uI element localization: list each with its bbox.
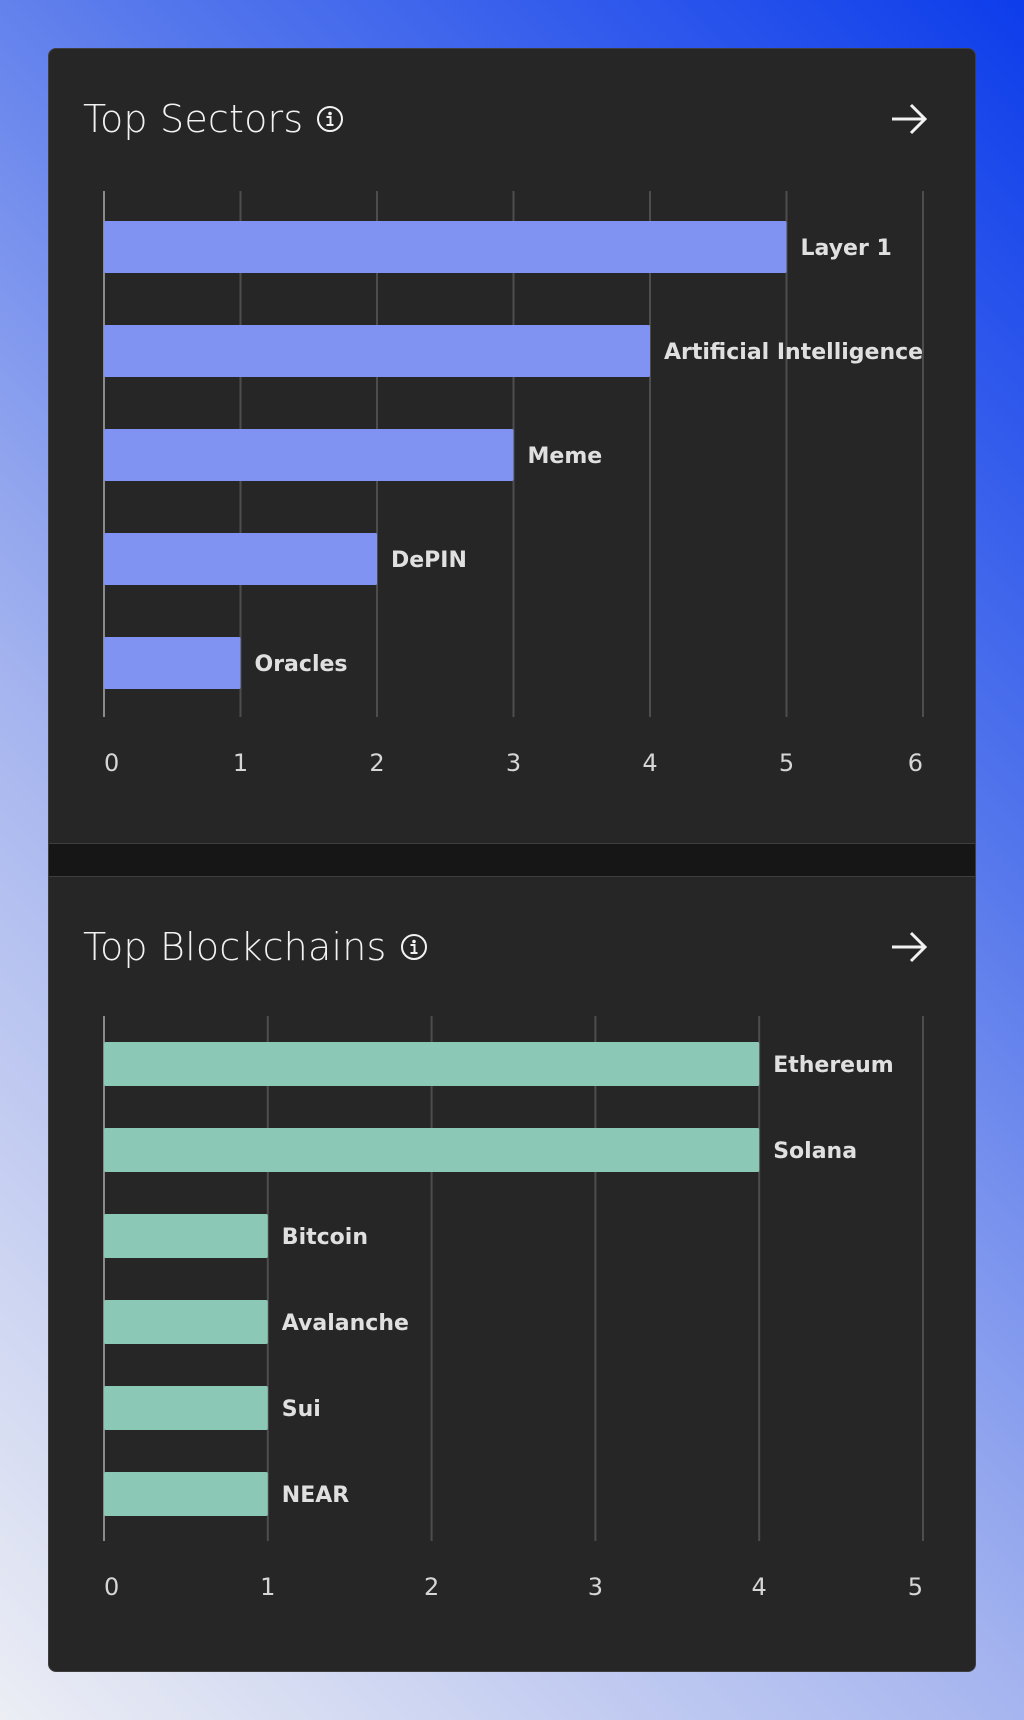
arrow-right-icon[interactable] bbox=[887, 99, 931, 139]
x-tick-label: 2 bbox=[424, 1573, 439, 1601]
bar-label: NEAR bbox=[282, 1483, 349, 1508]
bar[interactable] bbox=[104, 533, 377, 585]
top-blockchains-chart: 0 1 2 3 4 5 Ethereum Solana Bitcoin Avalanche Sui N… bbox=[103, 1016, 924, 1601]
bar-label: Bitcoin bbox=[282, 1225, 368, 1250]
bar-label: Meme bbox=[528, 444, 603, 469]
panel-divider bbox=[49, 843, 975, 877]
x-tick-label: 3 bbox=[506, 749, 521, 777]
x-tick-label: 5 bbox=[779, 749, 794, 777]
bar[interactable] bbox=[104, 1214, 268, 1258]
top-blockchains-header: Top Blockchains bbox=[83, 917, 941, 977]
panel-title: Top Sectors bbox=[83, 97, 304, 141]
top-sectors-panel: 0 1 2 3 4 5 6 Layer 1 Artificial Intelligence Mem… bbox=[49, 49, 975, 843]
bar[interactable] bbox=[104, 221, 787, 273]
bar-label: Ethereum bbox=[773, 1053, 893, 1078]
info-icon[interactable] bbox=[399, 932, 429, 962]
bar[interactable] bbox=[104, 1472, 268, 1516]
bar[interactable] bbox=[104, 1042, 760, 1086]
x-tick-label: 1 bbox=[233, 749, 248, 777]
gridlines bbox=[103, 1016, 924, 1541]
top-sectors-header: Top Sectors bbox=[83, 89, 941, 149]
x-tick-label: 2 bbox=[369, 749, 384, 777]
bar-label: Avalanche bbox=[282, 1311, 409, 1336]
x-tick-label: 5 bbox=[908, 1573, 923, 1601]
dashboard-card: 0 1 2 3 4 5 6 Layer 1 Artificial Intelligence Mem… bbox=[48, 48, 976, 1672]
top-blockchains-panel: 0 1 2 3 4 5 Ethereum Solana Bitcoin Avalanche Sui N… bbox=[49, 877, 975, 1671]
bar[interactable] bbox=[104, 429, 514, 481]
bar[interactable] bbox=[104, 1300, 268, 1344]
bar-label: Solana bbox=[773, 1139, 857, 1164]
top-sectors-chart: 0 1 2 3 4 5 6 Layer 1 Artificial Intelligence Mem… bbox=[103, 191, 924, 777]
x-tick-label: 4 bbox=[752, 1573, 767, 1601]
x-tick-label: 4 bbox=[642, 749, 657, 777]
bar-label: DePIN bbox=[391, 548, 467, 573]
bar-label: Artificial Intelligence bbox=[664, 340, 923, 365]
bar[interactable] bbox=[104, 637, 241, 689]
bar-label: Sui bbox=[282, 1397, 321, 1422]
x-tick-label: 0 bbox=[104, 749, 119, 777]
bar[interactable] bbox=[104, 1128, 760, 1172]
bar[interactable] bbox=[104, 1386, 268, 1430]
arrow-right-icon[interactable] bbox=[887, 927, 931, 967]
x-tick-label: 0 bbox=[104, 1573, 119, 1601]
panel-title: Top Blockchains bbox=[83, 925, 387, 969]
x-tick-label: 1 bbox=[260, 1573, 275, 1601]
bar-label: Layer 1 bbox=[801, 236, 892, 261]
x-tick-label: 3 bbox=[588, 1573, 603, 1601]
bar[interactable] bbox=[104, 325, 650, 377]
info-icon[interactable] bbox=[315, 104, 345, 134]
bar-label: Oracles bbox=[255, 652, 348, 677]
x-tick-label: 6 bbox=[908, 749, 923, 777]
